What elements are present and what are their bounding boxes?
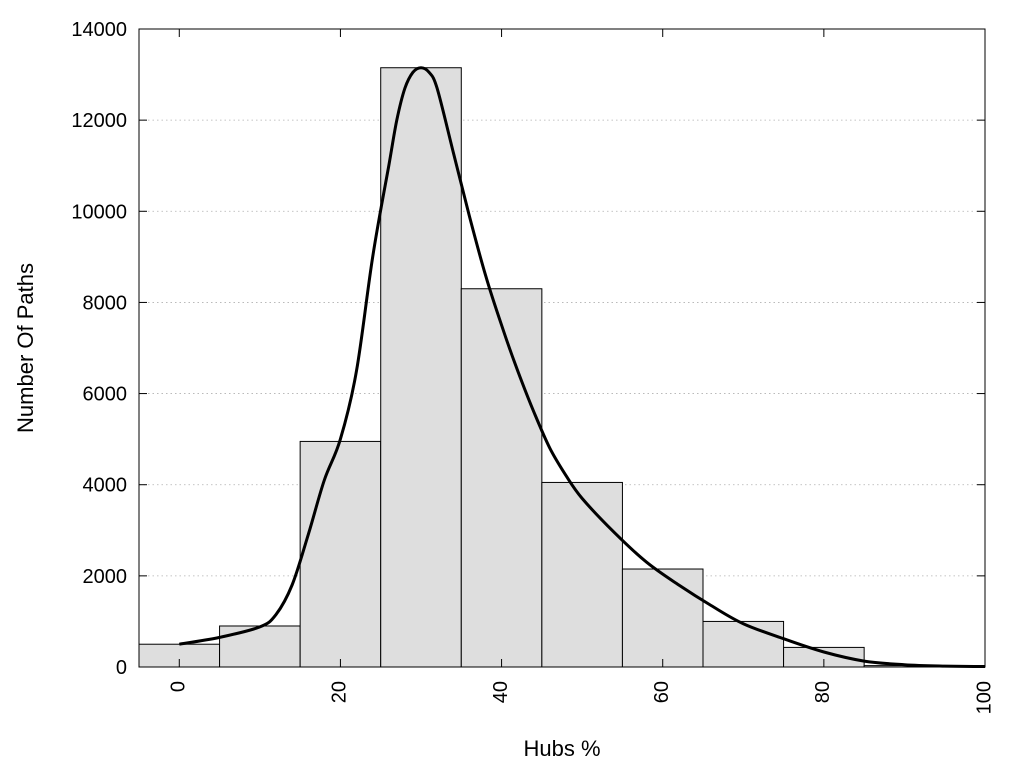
x-tick-label: 20	[329, 681, 351, 703]
bar-bin-60	[621, 568, 704, 668]
y-tick-label: 6000	[83, 384, 128, 406]
y-axis-ticks: 0 2000 4000 6000 8000 10000 12000 14000	[71, 19, 985, 679]
x-tick-label: 100	[973, 681, 995, 714]
y-tick-label: 4000	[83, 475, 128, 497]
x-tick-label: 60	[651, 681, 673, 703]
plot-frame	[138, 28, 986, 668]
y-axis-title: Number Of Paths	[13, 263, 38, 433]
y-tick-label: 2000	[83, 566, 128, 588]
bar-bin-30	[380, 67, 462, 668]
bar-bin-50	[541, 481, 623, 668]
y-tick-label: 0	[116, 657, 127, 679]
y-tick-label: 8000	[83, 292, 128, 314]
x-axis-ticks: 0 20 40 60 80 100	[168, 29, 995, 714]
x-tick-label: 40	[490, 681, 512, 703]
y-tick-label: 14000	[71, 19, 127, 41]
y-tick-label: 10000	[71, 201, 127, 223]
x-tick-label: 0	[168, 681, 190, 692]
y-tick-label: 12000	[71, 110, 127, 132]
bar-bin-40	[460, 288, 543, 668]
bar-bin-20	[299, 440, 382, 668]
x-axis-title: Hubs %	[523, 736, 600, 761]
bar-bin-10	[219, 625, 301, 668]
bar-bin-70	[702, 620, 785, 668]
x-tick-label: 80	[812, 681, 834, 703]
fit-curve	[179, 66, 986, 668]
histogram-bars	[138, 67, 946, 668]
